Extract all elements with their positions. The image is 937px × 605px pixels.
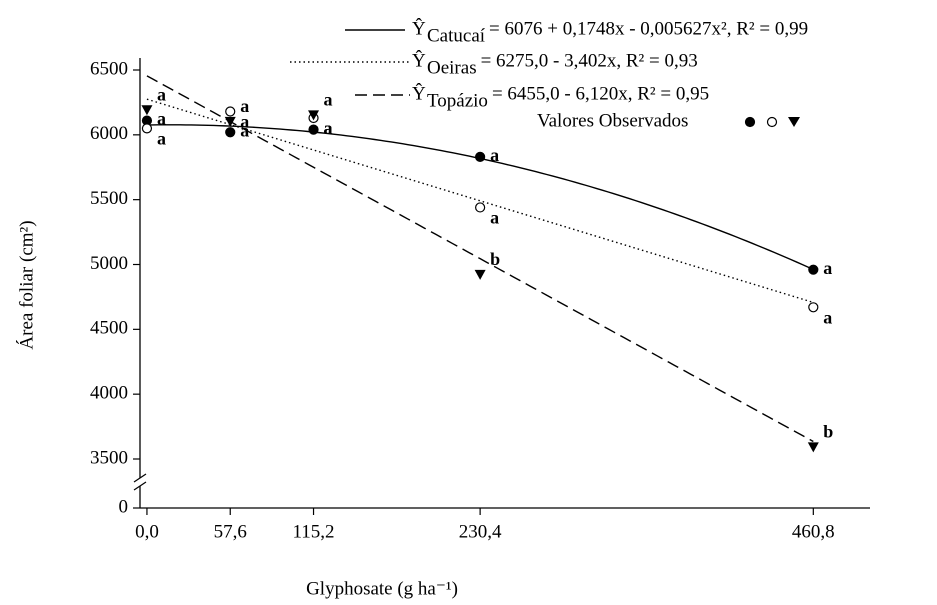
observed-point (808, 302, 819, 313)
significance-letter: a (324, 118, 333, 138)
x-tick-label: 115,2 (293, 521, 335, 542)
significance-letter: a (823, 307, 832, 327)
x-tick-label: 230,4 (459, 521, 502, 542)
observed-point (224, 116, 236, 127)
significance-letter: a (157, 109, 166, 129)
significance-letter: a (157, 84, 166, 104)
legend-equation: = 6275,0 - 3,402x, R² = 0,93 (481, 50, 698, 71)
observed-point (808, 264, 819, 275)
fit-curve (146, 75, 814, 443)
significance-letter: a (823, 258, 832, 278)
observed-point (141, 123, 153, 134)
observed-point (807, 442, 819, 453)
significance-letter: a (490, 208, 499, 228)
significance-letter: a (324, 90, 333, 110)
legend-equation: = 6455,0 - 6,120x, R² = 0,95 (492, 83, 709, 104)
legend-symbol: Ŷ (412, 49, 426, 71)
y-tick-label: 3500 (90, 447, 128, 468)
y-tick-label: 4500 (90, 318, 128, 339)
x-tick-label: 57,6 (214, 521, 247, 542)
y-tick-label: 5500 (90, 188, 128, 209)
y-axis-label: Área foliar (cm²) (15, 220, 37, 349)
significance-letter: a (240, 120, 249, 140)
axis-break (133, 481, 147, 491)
observed-point (474, 269, 486, 280)
x-tick-label: 0,0 (135, 521, 159, 542)
observed-label: Valores Observados (537, 110, 688, 131)
legend-equation: = 6076 + 0,1748x - 0,005627x², R² = 0,99 (489, 18, 808, 39)
significance-letter: a (240, 96, 249, 116)
observed-point (225, 127, 236, 138)
significance-letter: a (490, 145, 499, 165)
y-tick-label: 6500 (90, 58, 128, 79)
legend-marker (788, 117, 800, 127)
significance-letter: b (823, 421, 833, 441)
y-tick-label: 6000 (90, 123, 128, 144)
legend-name: Catucaí (427, 25, 486, 46)
legend-symbol: Ŷ (412, 17, 426, 39)
axis-break (133, 473, 147, 483)
observed-point (308, 124, 319, 135)
observed-point (475, 151, 486, 162)
observed-point (225, 106, 236, 117)
legend-marker (766, 116, 778, 128)
y-tick-label: 0 (119, 496, 129, 517)
significance-letter: a (240, 112, 249, 132)
significance-letter: a (157, 128, 166, 148)
significance-letter: b (490, 249, 500, 269)
fit-curve (146, 124, 814, 271)
legend-symbol: Ŷ (412, 82, 426, 104)
observed-point (475, 202, 486, 213)
x-axis-label: Glyphosate (g ha⁻¹) (306, 578, 458, 599)
legend-name: Topázio (427, 90, 488, 111)
fit-curve (146, 98, 814, 304)
significance-letter: a (324, 118, 333, 138)
y-tick-label: 5000 (90, 253, 128, 274)
y-tick-label: 4000 (90, 383, 128, 404)
legend-marker (744, 116, 756, 128)
legend-name: Oeiras (427, 57, 477, 78)
observed-point (141, 105, 153, 116)
x-tick-label: 460,8 (792, 521, 835, 542)
observed-point (308, 110, 320, 121)
